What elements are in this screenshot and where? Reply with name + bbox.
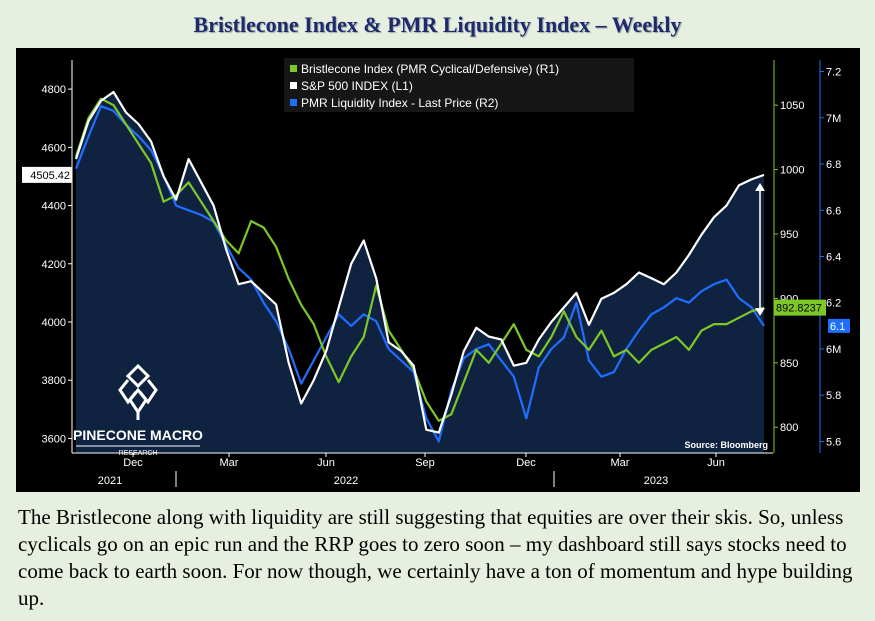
legend-entry: Bristlecone Index (PMR Cyclical/Defensiv… xyxy=(301,62,559,76)
y-left-tick-label: 4600 xyxy=(42,142,66,154)
legend-swatch xyxy=(290,65,297,72)
chart-frame: 4800 4600 4400 4200 4000 3800 3600 1050 1000 950 9… xyxy=(16,48,860,492)
y-r1-tick-label: 950 xyxy=(780,229,798,241)
caption-text: The Bristlecone along with liquidity are… xyxy=(18,505,853,610)
y-left-tick-label: 4400 xyxy=(42,201,66,213)
x-tick-label: Dec xyxy=(516,457,536,469)
series-line-0 xyxy=(74,97,765,422)
x-tick-label: Dec xyxy=(123,457,143,469)
legend-swatch xyxy=(290,82,297,89)
chart-svg: 4800460044004200400038003600105010009509… xyxy=(22,58,850,487)
brand-logo: PINECONE MACRO RESEARCH xyxy=(73,363,203,457)
y-r2-tick-label: 7M xyxy=(826,113,841,125)
x-year-label: 2022 xyxy=(334,475,358,487)
x-tick-label: Jun xyxy=(317,457,335,469)
x-year-label: 2021 xyxy=(98,475,122,487)
y-r1-tick-label: 1000 xyxy=(780,165,804,177)
y-r2-tick-label: 6.4 xyxy=(826,252,841,264)
legend-swatch xyxy=(290,99,297,106)
y-r2-tick-label: 5.6 xyxy=(826,436,841,448)
x-tick-label: Mar xyxy=(611,457,630,469)
page-title: Bristlecone Index & PMR Liquidity Index … xyxy=(193,12,682,37)
y-r2-tick-label: 5.8 xyxy=(826,390,841,402)
gap-arrow-head-down xyxy=(755,308,765,316)
legend: Bristlecone Index (PMR Cyclical/Defensiv… xyxy=(284,58,634,112)
gap-arrow-head-up xyxy=(755,183,765,191)
y-left-tick-label: 4000 xyxy=(42,317,66,329)
axes-layer: 4800460044004200400038003600105010009509… xyxy=(22,60,850,487)
y-r1-tick-label: 850 xyxy=(780,358,798,370)
pinecone-logo-icon xyxy=(118,363,158,420)
x-tick-label: Sep xyxy=(415,457,435,469)
y-left-tick-label: 3800 xyxy=(42,375,66,387)
legend-entry: S&P 500 INDEX (L1) xyxy=(301,79,413,93)
y-r2-tick-label: 6.6 xyxy=(826,205,841,217)
x-year-label: 2023 xyxy=(644,475,668,487)
legend-entry: PMR Liquidity Index - Last Price (R2) xyxy=(301,96,498,110)
y-r2-tick-label: 6M xyxy=(826,344,841,356)
series-lines-layer xyxy=(74,90,765,443)
y-r1-tick-label: 1050 xyxy=(780,100,804,112)
bristlecone-last-value-tag xyxy=(774,299,826,316)
x-tick-label: Jun xyxy=(707,457,725,469)
y-left-tick-label: 4800 xyxy=(42,84,66,96)
source-note: Source: Bloomberg xyxy=(684,440,768,450)
y-r2-tick-label: 6.2 xyxy=(826,298,841,310)
liquidity-last-value: 6.1 xyxy=(830,321,845,333)
y-r1-tick-label: 800 xyxy=(780,422,798,434)
y-left-tick-label: 4200 xyxy=(42,259,66,271)
x-tick-label: Mar xyxy=(220,457,239,469)
y-r2-tick-label: 7.2 xyxy=(826,67,841,79)
brand-name: PINECONE MACRO xyxy=(73,427,203,443)
spx-last-value-tag xyxy=(22,166,72,183)
brand-sub: RESEARCH xyxy=(119,450,158,457)
bristlecone-last-value: 892.8237 xyxy=(776,303,822,315)
series-line-1 xyxy=(74,90,765,434)
y-r2-tick-label: 6.8 xyxy=(826,159,841,171)
liquidity-last-value-tag xyxy=(828,318,850,333)
y-left-tick-label: 3600 xyxy=(42,433,66,445)
legend-box xyxy=(284,58,634,112)
spx-last-value: 4505.42 xyxy=(30,170,70,182)
